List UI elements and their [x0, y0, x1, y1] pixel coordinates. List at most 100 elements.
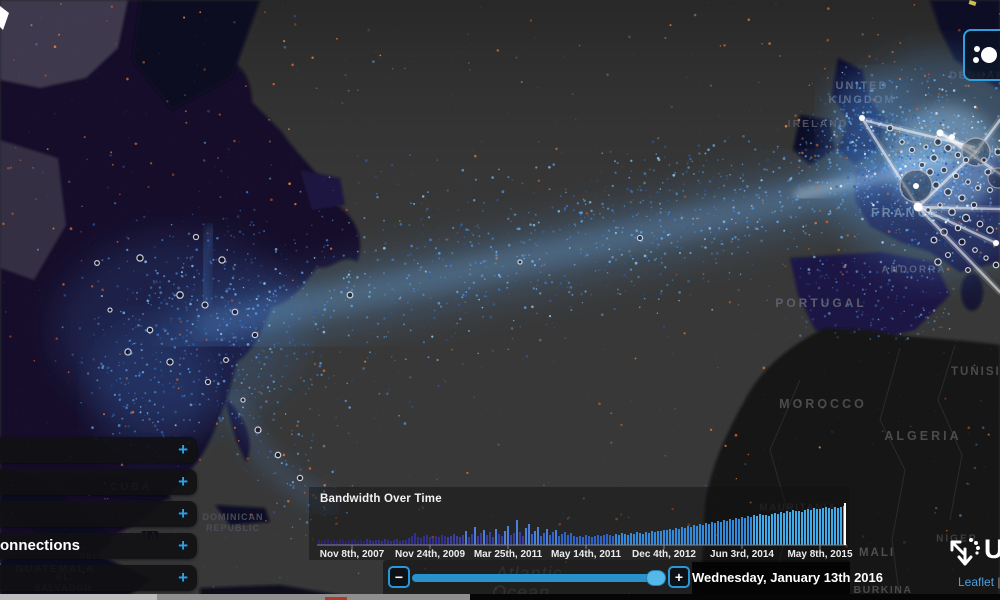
collapsed-layer-panel[interactable]: +	[0, 437, 197, 463]
node-marker[interactable]	[346, 291, 354, 299]
node-marker[interactable]	[231, 308, 239, 316]
node-marker[interactable]	[944, 188, 952, 196]
node-marker[interactable]	[926, 168, 934, 176]
node-marker[interactable]	[934, 258, 942, 266]
node-marker[interactable]	[932, 181, 940, 189]
scrollbar-thumb[interactable]	[0, 594, 157, 600]
bandwidth-bar	[738, 519, 740, 545]
collapsed-layer-panel[interactable]: +	[0, 565, 197, 591]
map-control-button[interactable]	[963, 29, 1000, 81]
expand-panel-button[interactable]: +	[178, 504, 188, 523]
bandwidth-bar	[696, 526, 698, 545]
node-marker[interactable]	[970, 201, 978, 209]
node-marker[interactable]	[954, 151, 962, 159]
bandwidth-bar	[573, 536, 575, 545]
node-marker[interactable]	[223, 357, 229, 363]
node-marker[interactable]	[975, 185, 981, 191]
node-marker[interactable]	[981, 157, 987, 163]
horizontal-scrollbar[interactable]	[0, 594, 470, 600]
bandwidth-bar	[585, 535, 587, 545]
node-marker[interactable]	[124, 348, 132, 356]
node-marker[interactable]	[958, 194, 966, 202]
node-marker[interactable]	[948, 208, 956, 216]
node-marker[interactable]	[965, 179, 971, 185]
collapsed-layer-panel[interactable]: +	[0, 469, 197, 495]
node-marker[interactable]	[192, 233, 200, 241]
timeline-slider-handle[interactable]	[646, 570, 666, 586]
node-marker[interactable]	[952, 172, 960, 180]
node-marker[interactable]	[964, 266, 972, 274]
node-marker[interactable]	[146, 326, 154, 334]
timeline-step-back-button[interactable]: −	[388, 566, 410, 588]
node-marker[interactable]	[204, 378, 212, 386]
node-marker[interactable]	[908, 146, 916, 154]
hub-node[interactable]	[949, 134, 955, 140]
node-marker[interactable]	[201, 301, 209, 309]
node-marker[interactable]	[930, 154, 938, 162]
node-marker[interactable]	[176, 291, 184, 299]
node-marker[interactable]	[984, 168, 992, 176]
hub-node[interactable]	[993, 240, 999, 246]
hub-node[interactable]	[913, 183, 919, 189]
bandwidth-bar	[621, 533, 623, 545]
node-marker[interactable]	[636, 234, 644, 242]
node-marker[interactable]	[923, 144, 929, 150]
node-marker[interactable]	[944, 144, 952, 152]
node-marker[interactable]	[961, 213, 971, 223]
node-marker[interactable]	[940, 166, 948, 174]
node-marker[interactable]	[251, 331, 259, 339]
node-marker[interactable]	[992, 261, 1000, 269]
node-marker[interactable]	[517, 259, 523, 265]
node-marker[interactable]	[296, 474, 304, 482]
bandwidth-bar	[549, 535, 551, 545]
node-marker[interactable]	[899, 139, 905, 145]
node-marker[interactable]	[254, 426, 262, 434]
node-marker[interactable]	[937, 202, 943, 208]
hub-node[interactable]	[913, 202, 923, 212]
bandwidth-bar	[771, 514, 773, 545]
bandwidth-bar	[525, 528, 527, 545]
expand-panel-button[interactable]: +	[178, 568, 188, 587]
node-marker[interactable]	[987, 187, 993, 193]
node-marker[interactable]	[972, 247, 978, 253]
expand-panel-button[interactable]: +	[178, 536, 188, 555]
node-marker[interactable]	[166, 358, 174, 366]
leaflet-link[interactable]: Leaflet	[958, 575, 995, 589]
node-marker[interactable]	[994, 148, 1000, 156]
expand-panel-button[interactable]: +	[178, 472, 188, 491]
node-marker[interactable]	[886, 124, 894, 132]
hub-node[interactable]	[859, 115, 865, 121]
bandwidth-bar	[783, 513, 785, 545]
chart-cursor-line[interactable]	[844, 503, 846, 545]
bandwidth-bar	[648, 533, 650, 545]
expand-panel-button[interactable]: +	[178, 440, 188, 459]
timeline-slider-track[interactable]	[412, 570, 666, 586]
node-marker[interactable]	[958, 238, 966, 246]
node-marker[interactable]	[976, 220, 984, 228]
node-marker[interactable]	[983, 255, 989, 261]
node-marker[interactable]	[954, 224, 962, 232]
node-marker[interactable]	[962, 156, 970, 164]
node-marker[interactable]	[94, 260, 100, 266]
timeline-step-forward-button[interactable]: +	[668, 566, 690, 588]
collapsed-layer-panel[interactable]: onnections +	[0, 533, 197, 559]
node-marker[interactable]	[934, 138, 942, 146]
bandwidth-bar	[597, 535, 599, 545]
node-marker[interactable]	[918, 161, 926, 169]
bandwidth-chart[interactable]	[309, 487, 849, 560]
node-marker[interactable]	[925, 207, 931, 213]
node-marker[interactable]	[930, 236, 938, 244]
node-marker[interactable]	[986, 226, 994, 234]
node-marker[interactable]	[940, 228, 948, 236]
collapsed-layer-panel[interactable]: +	[0, 501, 197, 527]
node-marker[interactable]	[136, 254, 144, 262]
node-marker[interactable]	[218, 256, 226, 264]
node-marker[interactable]	[274, 451, 282, 459]
node-marker[interactable]	[107, 307, 113, 313]
node-marker[interactable]	[944, 251, 952, 259]
hub-node[interactable]	[936, 129, 944, 137]
bandwidth-bar	[690, 527, 692, 545]
node-marker[interactable]	[240, 397, 246, 403]
